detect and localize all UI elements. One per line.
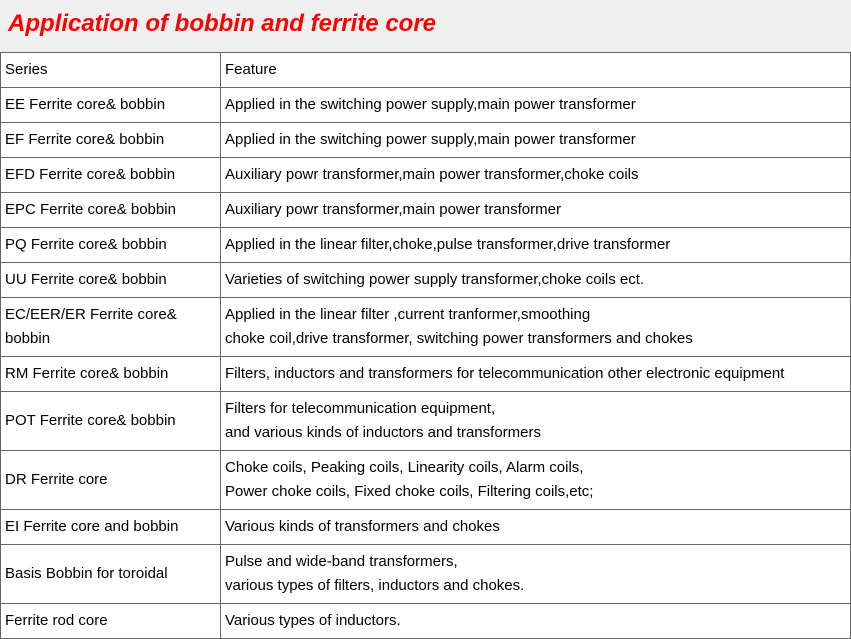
series-cell: EFD Ferrite core& bobbin xyxy=(1,158,221,193)
feature-cell: Auxiliary powr transformer,main power tr… xyxy=(221,158,851,193)
table-row: POT Ferrite core& bobbinFilters for tele… xyxy=(1,392,851,451)
table-row: EPC Ferrite core& bobbinAuxiliary powr t… xyxy=(1,193,851,228)
series-cell: UU Ferrite core& bobbin xyxy=(1,263,221,298)
feature-cell: Varieties of switching power supply tran… xyxy=(221,263,851,298)
table-header-row: SeriesFeature xyxy=(1,53,851,88)
header-area: Application of bobbin and ferrite core xyxy=(0,0,851,52)
feature-cell: Applied in the switching power supply,ma… xyxy=(221,123,851,158)
table-row: EF Ferrite core& bobbinApplied in the sw… xyxy=(1,123,851,158)
feature-cell: Applied in the switching power supply,ma… xyxy=(221,88,851,123)
feature-cell: Applied in the linear filter,choke,pulse… xyxy=(221,228,851,263)
feature-cell: Pulse and wide-band transformers,various… xyxy=(221,545,851,604)
application-table: SeriesFeatureEE Ferrite core& bobbinAppl… xyxy=(0,52,851,639)
feature-cell: Applied in the linear filter ,current tr… xyxy=(221,298,851,357)
feature-cell: Filters for telecommunication equipment,… xyxy=(221,392,851,451)
feature-cell: Various kinds of transformers and chokes xyxy=(221,510,851,545)
series-cell: DR Ferrite core xyxy=(1,451,221,510)
table-row: EC/EER/ER Ferrite core& bobbinApplied in… xyxy=(1,298,851,357)
feature-cell: Filters, inductors and transformers for … xyxy=(221,357,851,392)
series-cell: EPC Ferrite core& bobbin xyxy=(1,193,221,228)
series-cell: POT Ferrite core& bobbin xyxy=(1,392,221,451)
feature-cell: Auxiliary powr transformer,main power tr… xyxy=(221,193,851,228)
table-row: PQ Ferrite core& bobbinApplied in the li… xyxy=(1,228,851,263)
feature-cell: Choke coils, Peaking coils, Linearity co… xyxy=(221,451,851,510)
series-cell: Basis Bobbin for toroidal xyxy=(1,545,221,604)
table-row: Basis Bobbin for toroidalPulse and wide-… xyxy=(1,545,851,604)
table-row: RM Ferrite core& bobbinFilters, inductor… xyxy=(1,357,851,392)
series-cell: RM Ferrite core& bobbin xyxy=(1,357,221,392)
table-row: Ferrite rod coreVarious types of inducto… xyxy=(1,604,851,639)
table-row: EI Ferrite core and bobbinVarious kinds … xyxy=(1,510,851,545)
series-cell: EI Ferrite core and bobbin xyxy=(1,510,221,545)
series-cell: Ferrite rod core xyxy=(1,604,221,639)
feature-cell: Various types of inductors. xyxy=(221,604,851,639)
series-cell: EF Ferrite core& bobbin xyxy=(1,123,221,158)
series-cell: Series xyxy=(1,53,221,88)
page-title: Application of bobbin and ferrite core xyxy=(8,10,843,38)
table-row: UU Ferrite core& bobbinVarieties of swit… xyxy=(1,263,851,298)
series-cell: PQ Ferrite core& bobbin xyxy=(1,228,221,263)
feature-cell: Feature xyxy=(221,53,851,88)
table-row: EFD Ferrite core& bobbinAuxiliary powr t… xyxy=(1,158,851,193)
table-row: DR Ferrite coreChoke coils, Peaking coil… xyxy=(1,451,851,510)
table-row: EE Ferrite core& bobbinApplied in the sw… xyxy=(1,88,851,123)
series-cell: EE Ferrite core& bobbin xyxy=(1,88,221,123)
series-cell: EC/EER/ER Ferrite core& bobbin xyxy=(1,298,221,357)
